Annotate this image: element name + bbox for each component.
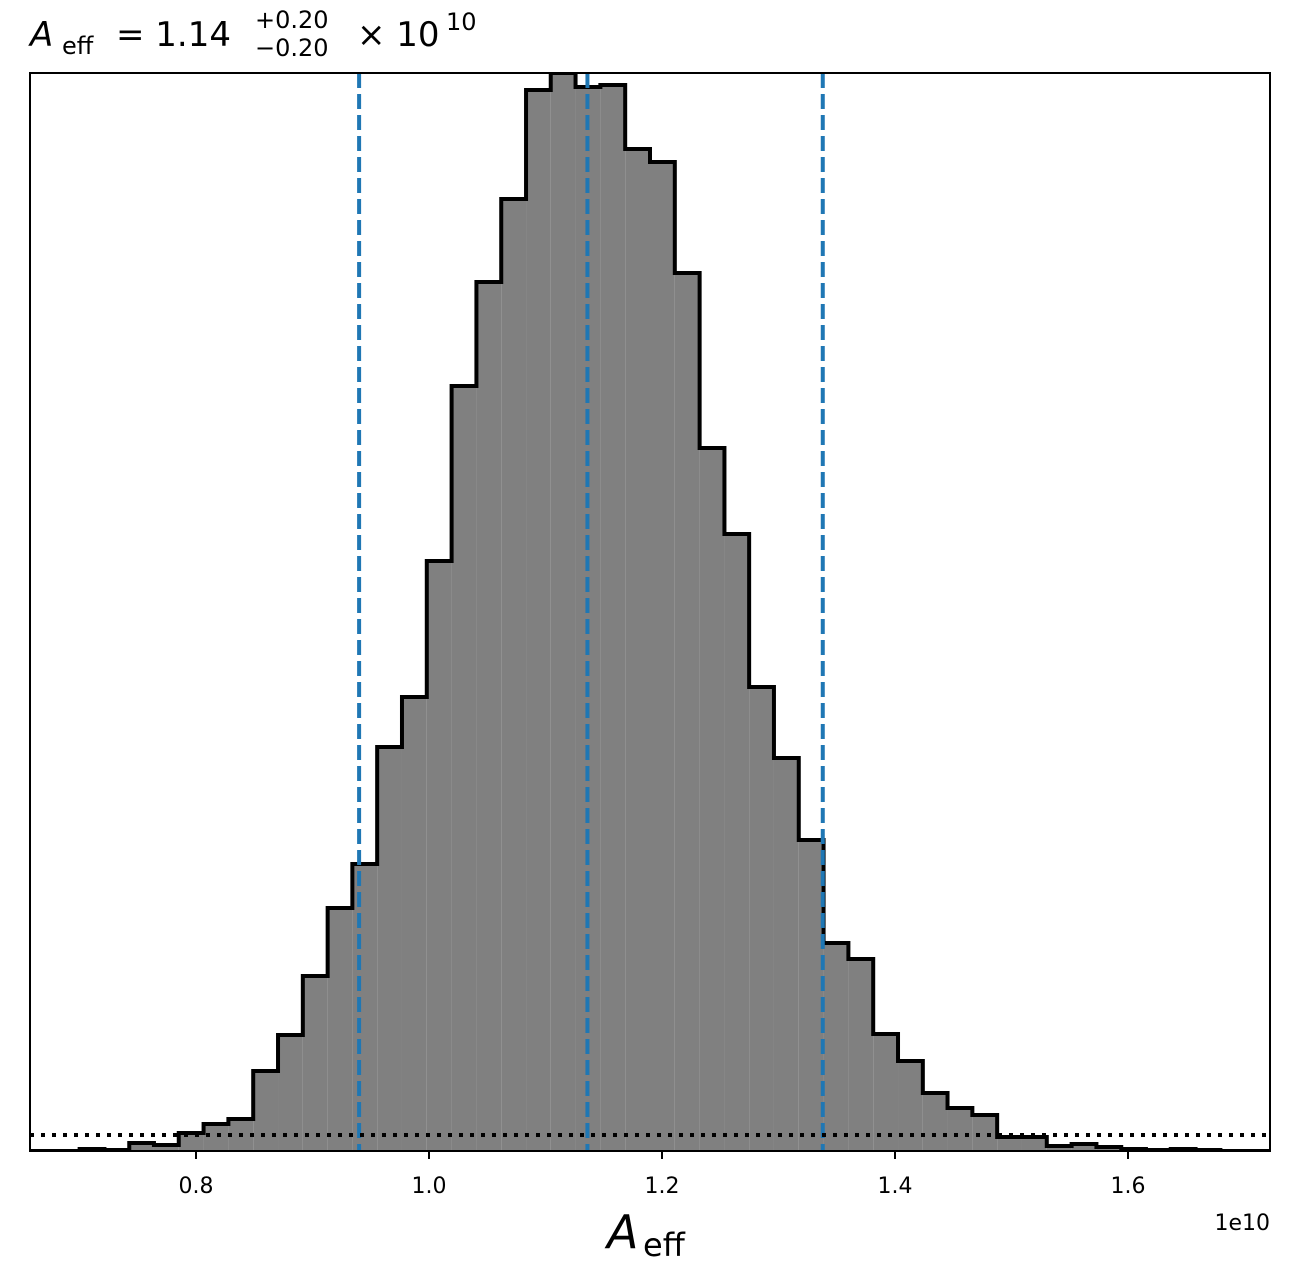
histogram-bar [526, 90, 551, 1151]
chart-title: A eff = 1.14 +0.20 −0.20 × 10 10 [28, 0, 477, 65]
histogram-bar [501, 199, 527, 1151]
histogram-bar [749, 687, 774, 1151]
histogram-bar [153, 1145, 179, 1151]
histogram-bar [377, 747, 402, 1151]
histogram-bar [178, 1133, 204, 1151]
histogram-bar [1046, 1146, 1072, 1151]
title-exponent: 10 [446, 8, 477, 36]
histogram-bar [600, 85, 626, 1151]
histogram-bar [1071, 1144, 1097, 1151]
histogram-bar [451, 386, 477, 1151]
histogram-outline [30, 73, 1270, 1151]
histogram-bar [798, 840, 824, 1151]
x-tick-label: 1.4 [877, 1174, 912, 1199]
histogram-bar [426, 561, 452, 1151]
x-tick-label: 1.2 [644, 1174, 679, 1199]
histogram-bar [699, 448, 725, 1151]
histogram-bar [922, 1093, 948, 1151]
histogram-bar [873, 1034, 899, 1151]
x-axis-label: A eff [604, 1205, 686, 1264]
title-value: = 1.14 [116, 15, 231, 55]
histogram-bar [947, 1108, 973, 1151]
title-subscript: eff [62, 32, 94, 60]
x-tick-label: 1.6 [1110, 1174, 1145, 1199]
axes-frame [29, 72, 1271, 1152]
histogram-bar [327, 908, 353, 1151]
histogram-bar [1021, 1137, 1047, 1151]
histogram-bar [650, 162, 675, 1151]
histogram-bar [278, 1035, 303, 1151]
histogram-bar [674, 273, 700, 1151]
x-offset-label: 1e10 [1214, 1211, 1270, 1236]
histogram-bar [401, 697, 427, 1151]
x-tick-label: 0.8 [179, 1174, 214, 1199]
histogram-bar [997, 1137, 1022, 1151]
histogram-bar [302, 976, 328, 1151]
title-multiplier: × 10 [357, 15, 440, 55]
histogram-bar [724, 534, 750, 1151]
title-upper-error: +0.20 [255, 6, 329, 34]
title-lower-error: −0.20 [255, 34, 329, 62]
histogram-bar [203, 1124, 229, 1151]
histogram-bar [476, 282, 502, 1151]
histogram-bar [129, 1143, 154, 1151]
histogram-bar [773, 758, 799, 1151]
histogram-bar [848, 959, 874, 1151]
histogram-bar [253, 1071, 279, 1151]
histogram-bar [625, 149, 650, 1151]
title-symbol: A [28, 15, 53, 55]
histogram-bar [898, 1061, 923, 1151]
x-tick-label: 1.0 [412, 1174, 447, 1199]
axes: 0.8 1.0 1.2 1.4 1.6 [29, 72, 1271, 1199]
histogram-bar [823, 943, 849, 1151]
histogram-bar [352, 864, 378, 1151]
x-label-subscript: eff [643, 1226, 686, 1264]
x-label-symbol: A [604, 1205, 638, 1259]
histogram-bar [550, 73, 576, 1151]
plot-area [30, 73, 1270, 1151]
